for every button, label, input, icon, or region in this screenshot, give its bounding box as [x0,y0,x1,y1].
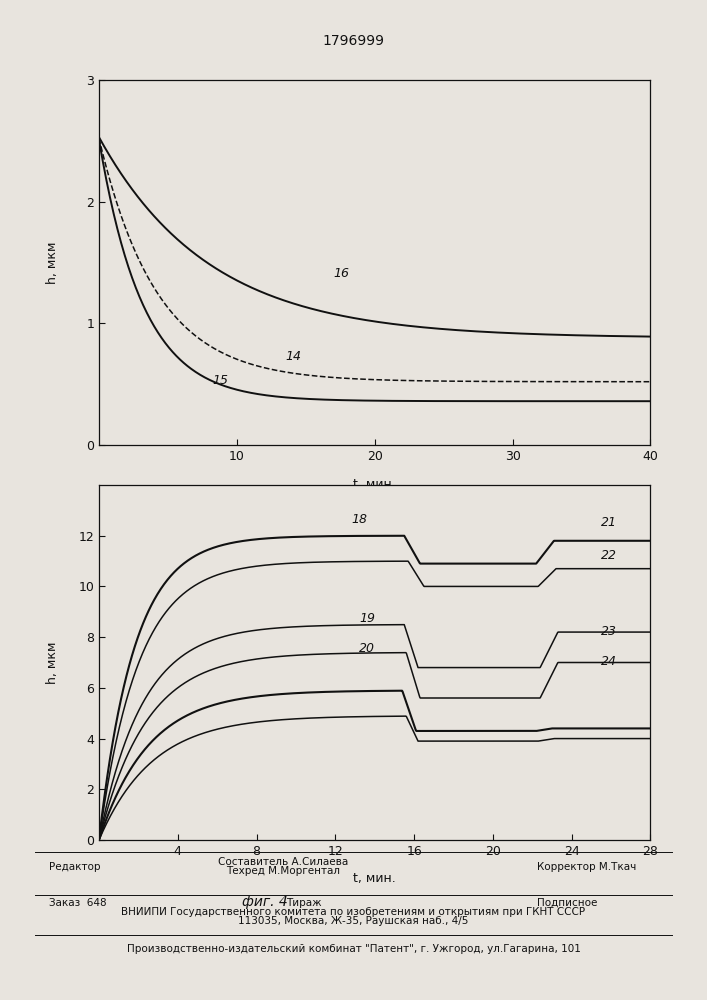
Text: 16: 16 [334,267,349,280]
Text: 17: 17 [386,502,402,515]
Text: 24: 24 [601,655,617,668]
Text: Корректор М.Ткач: Корректор М.Ткач [537,862,636,872]
Text: Техред М.Моргентал: Техред М.Моргентал [226,866,340,876]
Text: ВНИИПИ Государственного комитета по изобретениям и открытиям при ГКНТ СССР: ВНИИПИ Государственного комитета по изоб… [122,907,585,917]
Text: Редактор: Редактор [49,862,101,872]
Text: h, мкм: h, мкм [46,641,59,684]
Text: h, мкм: h, мкм [46,241,59,284]
Text: 1796999: 1796999 [322,34,385,48]
Text: 14: 14 [285,350,301,363]
Text: 23: 23 [601,625,617,638]
Text: t, мин.: t, мин. [354,478,396,491]
Text: Подписное: Подписное [537,898,597,908]
Text: Производственно-издательский комбинат "Патент", г. Ужгород, ул.Гагарина, 101: Производственно-издательский комбинат "П… [127,944,580,954]
Text: 19: 19 [359,612,375,625]
Text: Заказ  648: Заказ 648 [49,898,107,908]
Text: Тираж: Тираж [286,898,322,908]
Text: 21: 21 [601,516,617,529]
Text: фиг. 4: фиг. 4 [242,895,287,909]
Text: 15: 15 [212,374,228,387]
Text: 113035, Москва, Ж-35, Раушская наб., 4/5: 113035, Москва, Ж-35, Раушская наб., 4/5 [238,916,469,926]
Text: 20: 20 [359,642,375,655]
Text: 18: 18 [351,513,367,526]
Text: t, мин.: t, мин. [354,872,396,885]
Text: фиг. 3: фиг. 3 [242,502,287,516]
Text: Составитель А.Силаева: Составитель А.Силаева [218,857,348,867]
Text: 22: 22 [601,549,617,562]
